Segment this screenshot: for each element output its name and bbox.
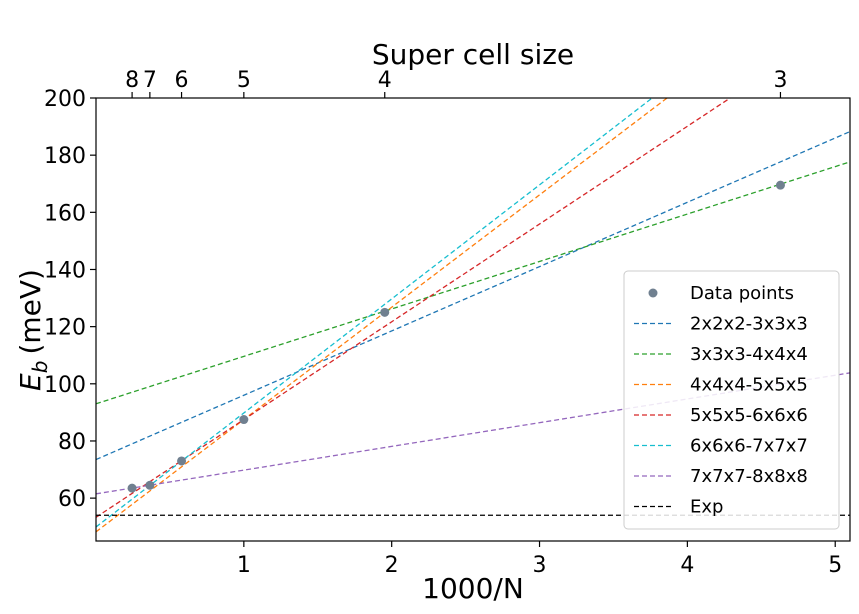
top-tick-label-4: 4 xyxy=(378,68,392,93)
y-axis-title-unit: (meV) xyxy=(14,269,47,355)
top-tick-label-0: 8 xyxy=(125,68,139,93)
data-point-3 xyxy=(239,415,249,425)
x-tick-label-2: 3 xyxy=(533,553,547,578)
x-tick-label-1: 2 xyxy=(385,553,399,578)
top-axis-title: Super cell size xyxy=(372,38,574,71)
x-tick-label-0: 1 xyxy=(237,553,251,578)
series-line-2 xyxy=(96,98,669,533)
data-point-0 xyxy=(127,483,137,493)
legend-label-1: 3x3x3-4x4x4 xyxy=(690,344,808,365)
top-tick-label-3: 5 xyxy=(237,68,251,93)
data-point-1 xyxy=(145,480,155,490)
y-tick-label-0: 60 xyxy=(58,487,86,512)
legend: Data points 2x2x2-3x3x3 3x3x3-4x4x4 4x4x4-5… xyxy=(623,270,840,530)
series-line-3 xyxy=(96,98,732,518)
points-layer xyxy=(127,180,785,493)
legend-label-3: 5x5x5-6x6x6 xyxy=(690,405,808,426)
y-tick-label-4: 140 xyxy=(44,258,86,283)
left-axis: 60 80 100 120 140 160 180 200 xyxy=(44,87,96,512)
x-tick-label-3: 4 xyxy=(680,553,694,578)
legend-label-0: 2x2x2-3x3x3 xyxy=(690,314,808,335)
legend-marker-points xyxy=(648,288,658,298)
data-point-2 xyxy=(177,456,187,466)
data-point-4 xyxy=(380,307,390,317)
y-axis-title-subscript: b xyxy=(28,361,52,374)
plot-frame xyxy=(95,97,851,542)
legend-label-points: Data points xyxy=(690,283,794,304)
data-point-5 xyxy=(775,180,785,190)
x-axis-title: 1000/N xyxy=(422,572,524,605)
legend-label-4: 6x6x6-7x7x7 xyxy=(690,436,808,457)
legend-label-6: Exp xyxy=(690,497,723,518)
y-tick-label-7: 200 xyxy=(44,87,86,112)
legend-label-5: 7x7x7-8x8x8 xyxy=(690,466,808,487)
y-tick-label-2: 100 xyxy=(44,373,86,398)
legend-frame xyxy=(623,270,840,530)
legend-label-2: 4x4x4-5x5x5 xyxy=(690,375,808,396)
y-axis-title: Eb (meV) xyxy=(14,269,52,391)
bottom-axis: 1 2 3 4 5 xyxy=(237,541,842,578)
series-line-0 xyxy=(96,130,850,461)
series-line-1 xyxy=(96,161,850,405)
top-tick-label-5: 3 xyxy=(773,68,787,93)
y-tick-label-5: 160 xyxy=(44,201,86,226)
y-tick-label-1: 80 xyxy=(58,430,86,455)
y-tick-label-3: 120 xyxy=(44,316,86,341)
series-line-4 xyxy=(96,98,654,528)
y-tick-label-6: 180 xyxy=(44,144,86,169)
top-tick-label-1: 7 xyxy=(143,68,157,93)
y-axis-title-main: E xyxy=(14,373,47,391)
top-tick-label-2: 6 xyxy=(175,68,189,93)
x-tick-label-4: 5 xyxy=(828,553,842,578)
